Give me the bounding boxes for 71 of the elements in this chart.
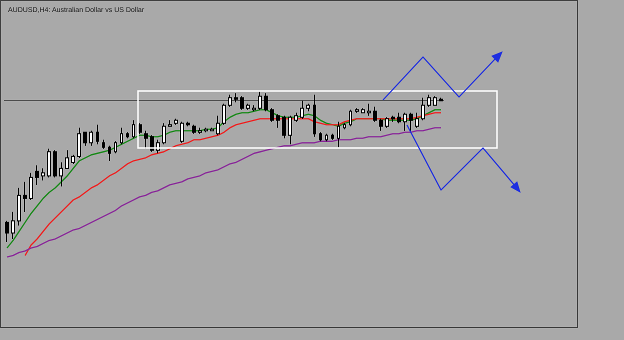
candlestick: [89, 130, 93, 146]
candlestick: [331, 133, 334, 140]
candlestick: [337, 121, 340, 148]
candlestick: [35, 164, 39, 186]
candlestick: [294, 112, 298, 122]
candlestick: [120, 127, 123, 145]
candlestick: [96, 124, 99, 145]
candlestick: [397, 112, 401, 124]
candlestick: [270, 108, 274, 122]
candlestick: [41, 168, 45, 181]
candlestick: [150, 134, 154, 152]
candlestick: [204, 127, 208, 133]
candlestick: [288, 115, 292, 145]
candlestick: [349, 109, 352, 127]
candlestick: [240, 96, 244, 110]
candlestick: [23, 181, 27, 212]
candlestick: [228, 94, 232, 108]
candlestick: [439, 97, 443, 102]
candlestick: [198, 127, 202, 134]
candlestick: [108, 145, 111, 162]
candlestick: [192, 124, 196, 134]
candlestick: [132, 120, 135, 139]
candlestick: [65, 150, 69, 169]
candlestick: [385, 116, 389, 128]
candlestick: [276, 114, 280, 128]
candlestick: [102, 139, 105, 150]
candlestick: [174, 118, 178, 126]
candlestick: [258, 91, 262, 110]
candlestick: [29, 172, 33, 200]
candlestick: [306, 103, 310, 112]
candlestick: [77, 127, 81, 158]
candlestick: [379, 118, 383, 132]
candlestick: [409, 112, 413, 133]
candlestick: [415, 112, 419, 128]
candlestick: [246, 103, 250, 110]
candlestick: [17, 187, 21, 226]
candlestick: [325, 133, 328, 142]
candlestick: [421, 97, 425, 121]
candlestick: [319, 132, 322, 142]
candlestick: [162, 122, 166, 145]
candlestick: [433, 96, 437, 106]
candlestick: [180, 121, 184, 144]
candlestick: [53, 150, 57, 178]
candlestick: [83, 132, 87, 146]
candlestick: [373, 106, 377, 122]
candlestick: [343, 122, 346, 130]
candlestick: [264, 92, 268, 112]
candlestick: [427, 94, 431, 108]
candlestick: [403, 112, 407, 132]
candlestick: [391, 115, 395, 122]
candlestick: [367, 103, 371, 116]
candlestick: [216, 115, 220, 136]
candlestick: [11, 211, 15, 240]
candlestick: [222, 103, 226, 126]
candlestick: [300, 100, 304, 120]
candlestick: [71, 154, 75, 164]
candlestick: [47, 148, 51, 178]
candlestick: [252, 104, 256, 112]
candlestick: [156, 139, 160, 154]
candlestick: [186, 121, 190, 127]
candlestick: [361, 108, 365, 114]
candlestick: [5, 220, 9, 242]
candlestick: [313, 94, 316, 138]
candlestick: [168, 120, 172, 127]
candlestick: [59, 162, 63, 187]
candlestick: [144, 130, 148, 150]
candlestick: [114, 140, 117, 154]
candlestick: [282, 115, 286, 139]
candlestick: [234, 92, 238, 103]
candlestick: [355, 108, 359, 114]
candlestick: [126, 132, 129, 139]
